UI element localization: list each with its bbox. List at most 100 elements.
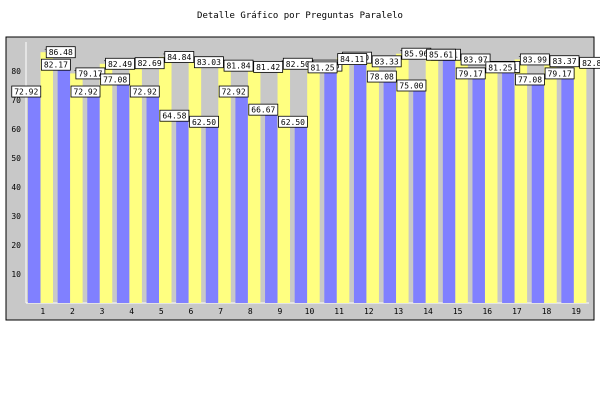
bar-blue (502, 67, 515, 303)
y-tick-label: 40 (11, 183, 21, 192)
bar-yellow (159, 56, 172, 303)
data-label: 79.17 (548, 69, 572, 78)
data-label-box (519, 53, 550, 66)
data-label: 75.00 (399, 82, 423, 91)
data-label-box (75, 67, 106, 80)
bar-blue (561, 73, 574, 303)
data-label: 82.82 (582, 59, 600, 68)
bar-yellow (307, 65, 320, 303)
data-label: 86.48 (49, 48, 73, 57)
bar-blue (205, 121, 219, 303)
data-label: 72.92 (73, 88, 97, 97)
data-label: 77.08 (518, 75, 542, 84)
bar-blue (235, 91, 248, 303)
x-tick-label: 8 (248, 307, 253, 316)
bar-yellow (484, 66, 498, 303)
data-label: 62.50 (281, 118, 305, 127)
bar-blue (324, 67, 337, 303)
data-label-box (278, 115, 308, 128)
data-label-box (223, 59, 254, 72)
data-label: 77.08 (103, 75, 127, 84)
data-label: 81.25 (311, 63, 335, 72)
data-label-box (129, 85, 160, 98)
data-label: 62.50 (192, 118, 216, 127)
x-tick-label: 18 (542, 307, 552, 316)
y-tick-label: 30 (11, 212, 21, 221)
data-label: 81.25 (488, 63, 512, 72)
data-label-box (11, 85, 42, 98)
data-label: 72.92 (14, 88, 38, 97)
y-tick-label: 50 (11, 154, 21, 163)
data-label: 81.42 (256, 63, 280, 72)
data-label: 83.03 (197, 58, 221, 67)
x-tick-label: 12 (364, 307, 374, 316)
data-label-box (70, 85, 101, 98)
data-label-box (248, 103, 279, 116)
data-label-box (159, 109, 190, 122)
bar-yellow (218, 65, 231, 303)
y-tick-label: 10 (11, 270, 21, 279)
bar-blue (176, 115, 189, 303)
x-tick-label: 19 (571, 307, 581, 316)
data-label: 78.08 (370, 73, 394, 82)
data-label: 84.11 (340, 55, 364, 64)
x-tick-label: 3 (100, 307, 105, 316)
data-label-box (189, 115, 219, 128)
x-tick-label: 4 (129, 307, 134, 316)
bar-yellow (188, 62, 202, 304)
x-tick-label: 9 (277, 307, 282, 316)
bar-yellow (455, 59, 468, 303)
data-label-box (485, 61, 516, 74)
bar-blue (146, 91, 160, 303)
data-label-box (426, 48, 456, 61)
data-label-box (45, 46, 76, 59)
data-label: 83.99 (523, 55, 547, 64)
data-label: 79.17 (459, 69, 483, 78)
data-label: 83.37 (552, 57, 576, 66)
bar-yellow (40, 52, 53, 303)
x-tick-label: 13 (394, 307, 404, 316)
bar-yellow (425, 54, 439, 303)
data-label-box (515, 73, 545, 86)
x-tick-label: 11 (334, 307, 344, 316)
bar-blue (28, 91, 41, 303)
chart-title: Detalle Gráfico por Preguntas Paralelo (197, 11, 403, 21)
bar-blue (413, 85, 426, 303)
y-tick-label: 70 (11, 96, 21, 105)
bar-yellow (129, 63, 142, 303)
data-label-box (366, 70, 397, 83)
y-tick-label: 60 (11, 125, 21, 134)
data-label-box (544, 67, 575, 80)
data-label-box (579, 56, 600, 69)
data-label-box (307, 61, 338, 74)
data-label-box (253, 60, 284, 73)
data-label-box (40, 58, 71, 71)
x-tick-label: 5 (159, 307, 164, 316)
data-label-box (218, 85, 249, 98)
data-label: 85.61 (429, 51, 453, 60)
bar-blue (57, 64, 71, 303)
x-tick-label: 6 (189, 307, 194, 316)
data-label: 84.84 (167, 53, 191, 62)
bar-blue (265, 109, 278, 303)
x-tick-label: 2 (70, 307, 75, 316)
data-label: 64.58 (162, 112, 186, 121)
bar-blue (531, 79, 545, 303)
data-label: 72.92 (133, 88, 157, 97)
bar-yellow (247, 66, 261, 304)
x-tick-label: 7 (218, 307, 223, 316)
data-label: 66.67 (251, 106, 275, 115)
x-tick-label: 10 (305, 307, 315, 316)
data-label-box (134, 57, 165, 70)
data-label: 82.69 (138, 59, 162, 68)
bar-blue (87, 91, 100, 303)
data-label: 72.92 (222, 88, 246, 97)
bar-blue (353, 59, 367, 304)
data-label-box (337, 53, 368, 65)
bar-blue (472, 73, 485, 303)
x-tick-label: 17 (512, 307, 522, 316)
bar-yellow (573, 62, 587, 304)
